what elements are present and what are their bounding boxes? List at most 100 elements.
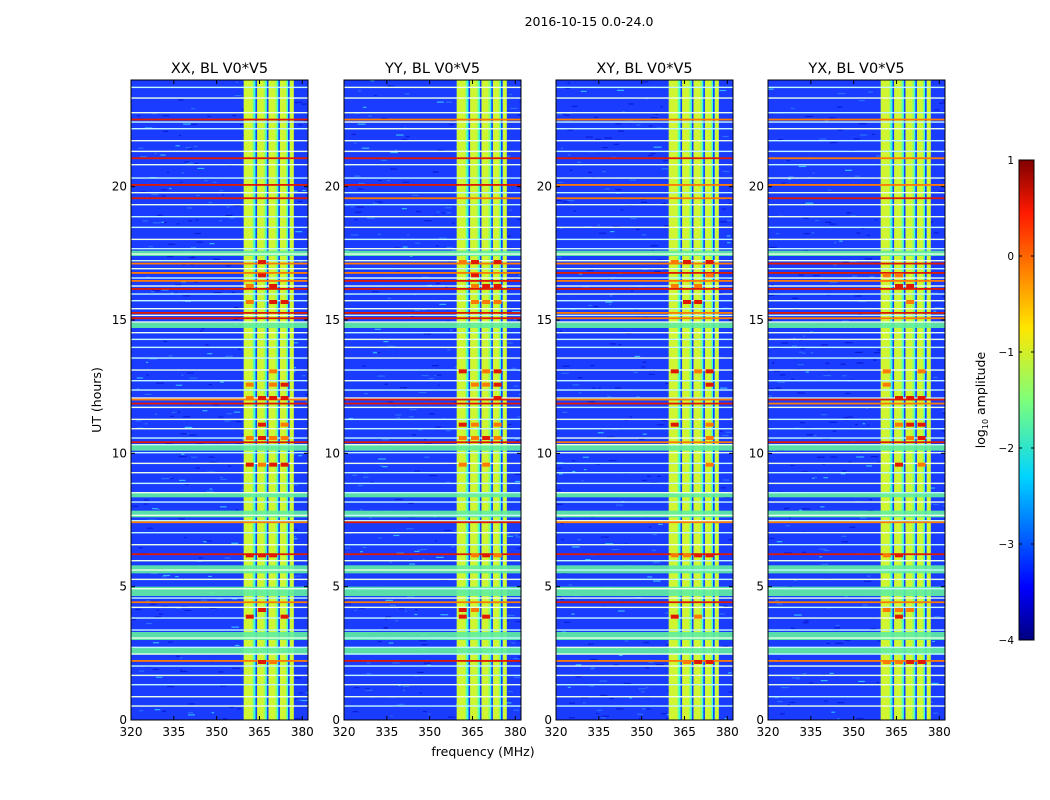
x-tick-label: 365 xyxy=(885,725,908,739)
rfi-time-stripe xyxy=(344,674,521,677)
rfi-hot-stripe xyxy=(768,441,945,444)
noise-speckle xyxy=(170,415,175,417)
noise-speckle xyxy=(517,218,521,221)
noise-speckle xyxy=(398,684,401,687)
noise-speckle xyxy=(853,138,860,140)
noise-speckle xyxy=(232,114,237,117)
noise-speckle xyxy=(212,181,217,183)
noise-speckle xyxy=(437,384,440,386)
hot-patch xyxy=(471,608,480,612)
noise-speckle xyxy=(213,292,222,294)
noise-speckle xyxy=(152,508,159,510)
noise-speckle xyxy=(136,377,144,379)
noise-speckle xyxy=(934,306,943,309)
rfi-time-stripe xyxy=(344,322,521,328)
rfi-time-stripe xyxy=(344,112,521,114)
noise-speckle xyxy=(931,292,938,294)
x-tick-label: 335 xyxy=(162,725,185,739)
noise-speckle xyxy=(389,604,396,606)
noise-speckle xyxy=(827,189,831,191)
noise-speckle xyxy=(662,203,666,205)
rfi-time-stripe xyxy=(344,128,521,130)
hot-patch xyxy=(482,462,491,467)
noise-speckle xyxy=(175,575,179,578)
noise-speckle xyxy=(196,442,204,444)
noise-speckle xyxy=(854,175,860,177)
noise-speckle xyxy=(571,613,575,615)
hot-patch xyxy=(917,462,926,467)
noise-speckle xyxy=(648,154,653,157)
noise-speckle xyxy=(423,333,432,335)
noise-speckle xyxy=(418,391,427,394)
noise-speckle xyxy=(399,703,405,705)
noise-speckle xyxy=(444,286,448,288)
noise-speckle xyxy=(618,654,623,657)
rfi-time-stripe xyxy=(556,389,733,391)
rfi-time-stripe xyxy=(768,472,945,474)
noise-speckle xyxy=(719,221,728,223)
rfi-time-stripe xyxy=(131,128,308,130)
noise-speckle xyxy=(575,676,582,678)
noise-speckle xyxy=(792,297,799,299)
noise-speckle xyxy=(841,470,847,472)
noise-speckle xyxy=(409,408,417,411)
rfi-hot-stripe xyxy=(556,601,733,604)
noise-speckle xyxy=(208,456,215,458)
noise-speckle xyxy=(186,162,194,164)
noise-speckle xyxy=(202,410,208,412)
rfi-time-stripe xyxy=(131,321,308,323)
noise-speckle xyxy=(222,194,225,196)
noise-speckle xyxy=(793,614,802,616)
rfi-hot-stripe xyxy=(344,317,521,320)
noise-speckle xyxy=(294,677,302,679)
noise-speckle xyxy=(298,455,303,457)
rfi-hot-stripe xyxy=(344,288,521,290)
rfi-time-stripe xyxy=(556,482,733,485)
noise-speckle xyxy=(344,547,351,549)
rfi-time-stripe xyxy=(131,452,308,454)
rfi-time-stripe xyxy=(344,544,521,546)
rfi-hot-stripe xyxy=(768,288,945,290)
rfi-time-stripe xyxy=(344,648,521,655)
noise-speckle xyxy=(732,697,733,700)
noise-speckle xyxy=(562,411,568,413)
rfi-time-stripe xyxy=(344,238,521,241)
rfi-time-stripe xyxy=(344,705,521,707)
noise-speckle xyxy=(197,167,205,170)
noise-speckle xyxy=(184,609,192,612)
rfi-time-stripe xyxy=(131,629,308,631)
noise-speckle xyxy=(866,465,872,467)
noise-speckle xyxy=(805,115,814,118)
noise-speckle xyxy=(829,281,838,283)
noise-speckle xyxy=(799,422,806,424)
noise-speckle xyxy=(237,348,241,350)
y-tick-label: 5 xyxy=(119,580,127,594)
figure-suptitle: 2016-10-15 0.0-24.0 xyxy=(525,14,654,29)
noise-speckle xyxy=(790,464,795,467)
noise-speckle xyxy=(801,352,806,354)
rfi-time-stripe xyxy=(344,253,521,255)
noise-speckle xyxy=(506,533,510,536)
noise-speckle xyxy=(657,475,661,477)
rfi-time-stripe xyxy=(131,238,308,241)
noise-speckle xyxy=(860,450,863,452)
hot-patch xyxy=(670,284,679,288)
noise-speckle xyxy=(410,315,415,317)
noise-speckle xyxy=(805,371,809,373)
noise-speckle xyxy=(943,192,945,195)
noise-speckle xyxy=(154,152,157,155)
noise-speckle xyxy=(189,123,197,126)
noise-speckle xyxy=(559,330,563,332)
rfi-hot-stripe xyxy=(556,441,733,444)
rfi-hot-stripe xyxy=(768,197,945,200)
noise-speckle xyxy=(421,548,428,550)
rfi-hot-stripe xyxy=(556,272,733,274)
noise-speckle xyxy=(606,436,615,438)
noise-speckle xyxy=(385,599,393,601)
noise-speckle xyxy=(195,467,200,469)
noise-speckle xyxy=(577,161,582,163)
rfi-time-stripe xyxy=(768,544,945,546)
rfi-time-stripe xyxy=(556,665,733,667)
rfi-time-stripe xyxy=(768,260,945,262)
noise-speckle xyxy=(772,362,775,364)
